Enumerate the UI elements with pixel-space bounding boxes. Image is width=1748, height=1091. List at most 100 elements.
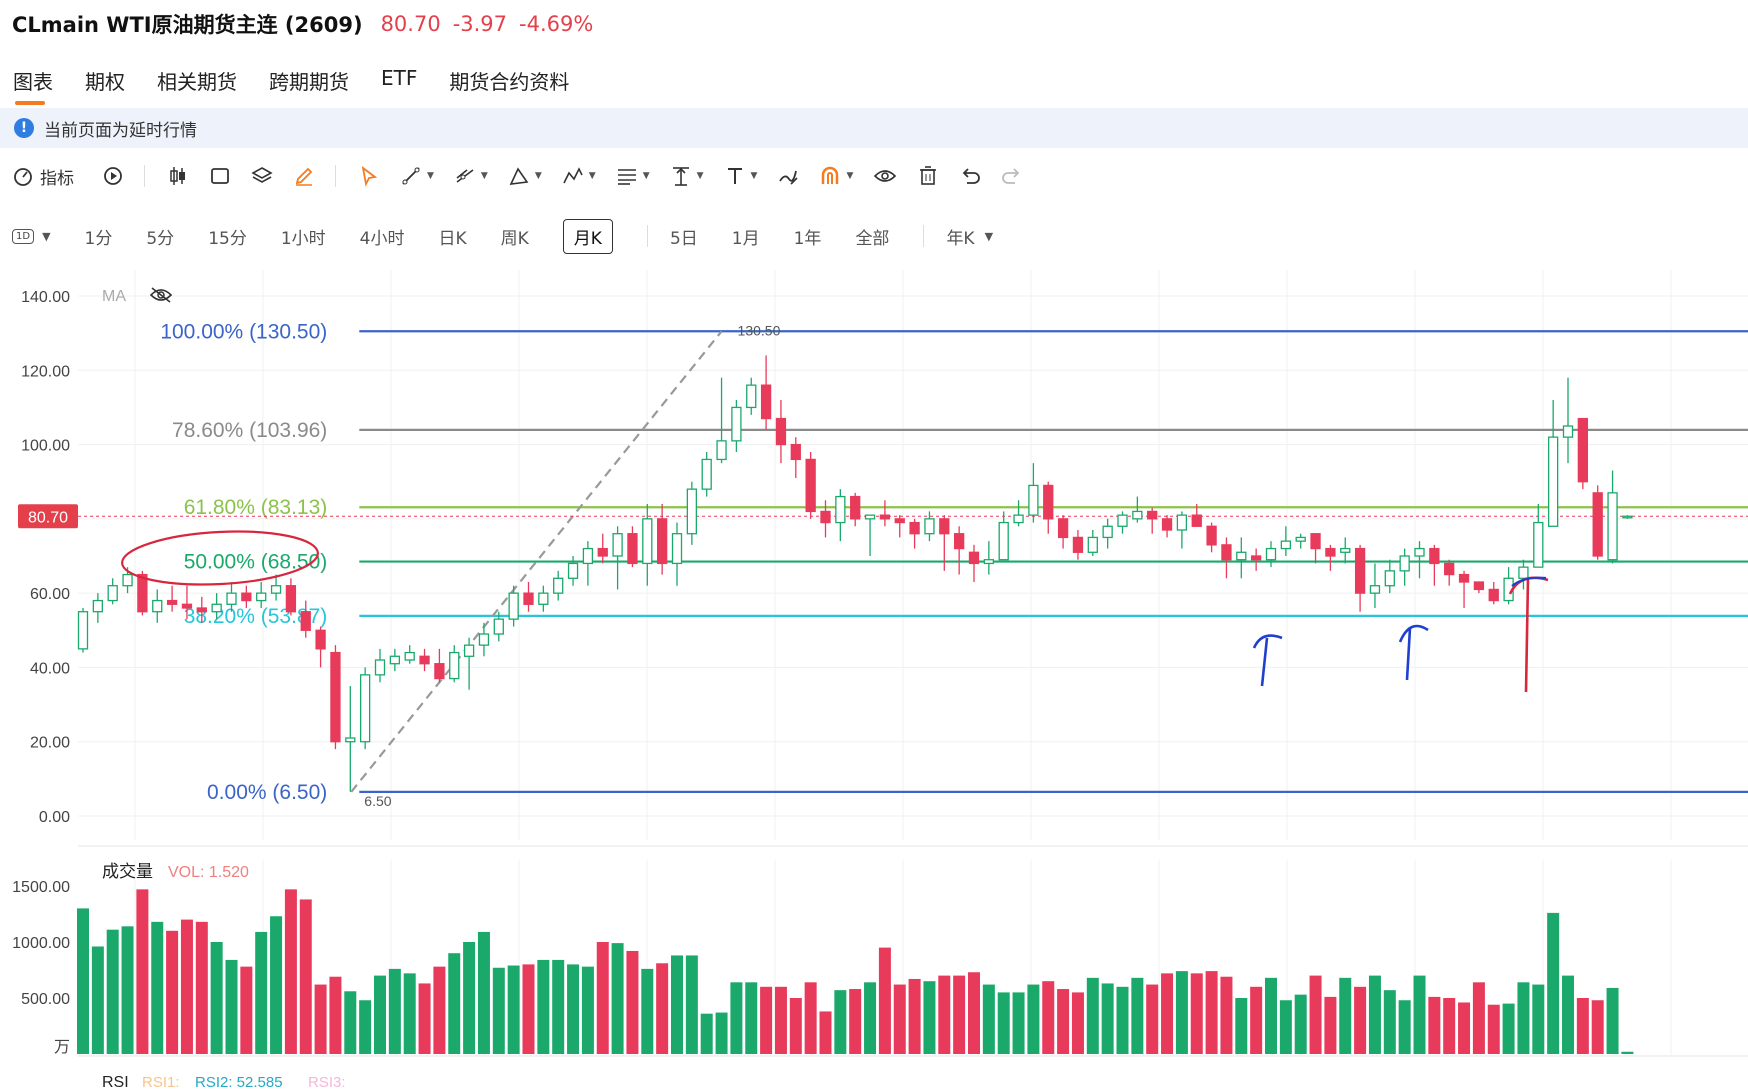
- delay-notice-bar: ! 当前页面为延时行情: [0, 108, 1748, 148]
- candle-body: [701, 458, 712, 490]
- tab-etf[interactable]: ETF: [381, 66, 418, 90]
- multi-line-button[interactable]: ▼: [454, 160, 488, 192]
- volume-bar: [1057, 989, 1070, 1054]
- volume-bar: [938, 975, 951, 1054]
- volume-bar: [552, 959, 565, 1054]
- cursor-button[interactable]: [358, 160, 380, 192]
- fib-button[interactable]: ▼: [616, 160, 650, 192]
- period-4h[interactable]: 4小时: [359, 228, 405, 249]
- tab-related-futures[interactable]: 相关期货: [157, 70, 237, 94]
- period-1m[interactable]: 1分: [84, 228, 113, 249]
- volume-bar: [1175, 971, 1188, 1054]
- volume-bar: [626, 950, 639, 1054]
- volume-bar: [567, 964, 580, 1054]
- volume-bar: [1131, 977, 1144, 1054]
- period-1h[interactable]: 1小时: [280, 228, 326, 249]
- range-1mo[interactable]: 1月: [731, 228, 760, 249]
- candle-body: [1503, 577, 1514, 602]
- hide-ma-icon[interactable]: [149, 287, 173, 303]
- period-year-label: 年K: [946, 228, 975, 249]
- candle-body: [850, 495, 861, 520]
- candle-body: [1458, 573, 1470, 583]
- period-15m[interactable]: 15分: [208, 228, 247, 249]
- freehand-button[interactable]: [777, 160, 799, 192]
- delete-button[interactable]: [917, 160, 939, 192]
- candle-body: [1087, 536, 1098, 553]
- period-5m[interactable]: 5分: [146, 228, 175, 249]
- brush-icon: [295, 167, 313, 186]
- volume-bar: [1250, 986, 1263, 1054]
- visibility-button[interactable]: [873, 160, 897, 192]
- period-week[interactable]: 周K: [500, 228, 529, 249]
- volume-unit-label: 万: [54, 1039, 70, 1056]
- redo-button[interactable]: [1001, 160, 1023, 192]
- magnet-button[interactable]: ▼: [819, 160, 853, 192]
- price-tick-label: 60.00: [30, 586, 70, 603]
- volume-bar: [968, 972, 980, 1054]
- magnet-icon: [822, 166, 839, 184]
- annotation-arrow-blue: [1511, 576, 1547, 587]
- candle-body: [1369, 585, 1381, 594]
- measure-button[interactable]: ▼: [670, 160, 704, 192]
- candle-body: [1622, 515, 1633, 519]
- candle-body: [1221, 544, 1232, 561]
- brush-button[interactable]: [293, 160, 315, 192]
- range-all[interactable]: 全部: [855, 228, 890, 249]
- tab-options[interactable]: 期权: [85, 70, 125, 94]
- candle-body: [567, 562, 579, 579]
- candle-body: [968, 551, 980, 565]
- line-tool-button[interactable]: ▼: [400, 160, 434, 192]
- interval-selector[interactable]: 1D ▼: [12, 228, 51, 244]
- text-button[interactable]: ▼: [724, 160, 758, 192]
- volume-bar: [448, 953, 461, 1054]
- range-1y[interactable]: 1年: [793, 228, 822, 249]
- gauge-icon: [14, 168, 32, 186]
- fibonacci-retracement[interactable]: 100.00% (130.50) 78.60% (103.96) 61.80% (8…: [78, 320, 1748, 809]
- candle-body: [404, 651, 415, 661]
- volume-bar: [908, 978, 921, 1054]
- measure-icon: [672, 167, 689, 186]
- tab-chart[interactable]: 图表: [13, 66, 53, 105]
- volume-label: 成交量: [102, 862, 153, 881]
- volume-bar: [403, 973, 416, 1054]
- pattern-button[interactable]: ▼: [562, 160, 596, 192]
- candle-body: [1444, 562, 1455, 576]
- candlestick-series: [77, 355, 1633, 792]
- tab-spread-futures[interactable]: 跨期期货: [269, 70, 349, 94]
- indicator-button[interactable]: 指标: [12, 160, 74, 192]
- period-month[interactable]: 月K: [562, 218, 613, 254]
- rectangle-button[interactable]: [209, 160, 231, 192]
- volume-bar: [225, 959, 238, 1054]
- volume-bar: [789, 998, 802, 1054]
- candle-body: [107, 585, 118, 602]
- candle-body: [1295, 536, 1306, 542]
- volume-bar: [1161, 973, 1174, 1054]
- chevron-down-icon: ▼: [750, 171, 758, 181]
- rsi-label: RSI: [102, 1074, 129, 1091]
- candle-type-button[interactable]: [167, 160, 189, 192]
- period-day[interactable]: 日K: [438, 228, 467, 249]
- fib-icon: [617, 169, 636, 185]
- candle-body: [1132, 510, 1143, 520]
- volume-bar: [344, 991, 357, 1054]
- volume-bar: [1428, 996, 1441, 1054]
- info-icon: !: [14, 118, 34, 138]
- period-year[interactable]: 年K ▼: [946, 224, 993, 249]
- range-5d[interactable]: 5日: [669, 228, 698, 249]
- chevron-down-icon: ▼: [984, 229, 994, 243]
- ma-label[interactable]: MA: [102, 288, 126, 305]
- volume-bar: [374, 975, 386, 1054]
- tab-contract-info[interactable]: 期货合约资料: [449, 70, 570, 94]
- price-tick-label: 40.00: [30, 660, 70, 677]
- layers-button[interactable]: [251, 160, 273, 192]
- drawing-toolbar: 指标 ▼ ▼ ▼ ▼ ▼ ▼ ▼ ▼: [12, 160, 1043, 192]
- candle-body: [1280, 540, 1291, 550]
- last-price-tag: [18, 504, 78, 529]
- candle-body: [92, 599, 103, 613]
- candle-body: [835, 495, 846, 524]
- volume-bar: [255, 931, 268, 1054]
- pitchfork-button[interactable]: ▼: [508, 160, 542, 192]
- candle-body: [553, 577, 564, 594]
- undo-button[interactable]: [959, 160, 981, 192]
- replay-button[interactable]: [102, 160, 124, 192]
